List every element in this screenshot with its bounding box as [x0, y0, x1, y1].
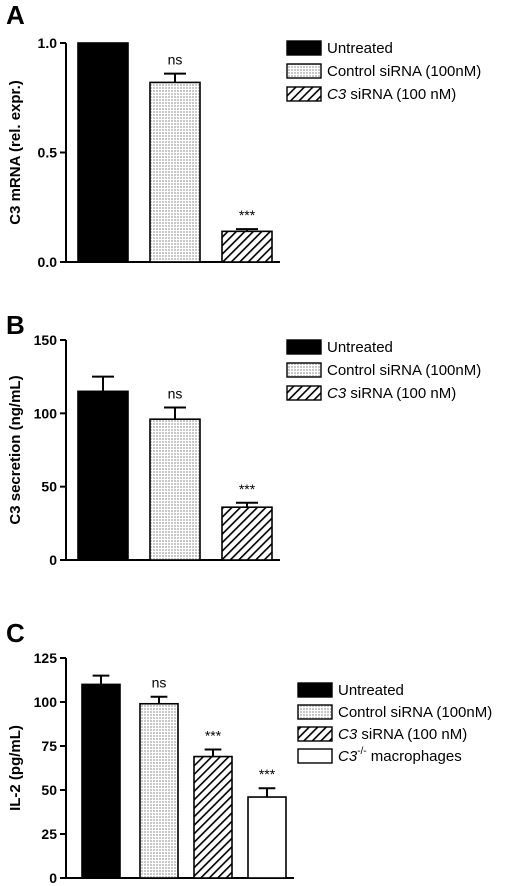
legend-swatch — [297, 748, 333, 764]
significance-label: *** — [205, 728, 222, 744]
panel-letter: C — [6, 618, 25, 648]
legend-label: Untreated — [327, 339, 393, 356]
legend-label: C3 siRNA (100 nM) — [327, 385, 456, 402]
y-tick-label: 0 — [49, 552, 57, 568]
bar — [139, 702, 179, 879]
legend-label: Control siRNA (100nM) — [327, 362, 481, 379]
chart-panel-b: B C3 secretion (ng/mL) 0 50 100 150 ns *** Untre… — [6, 310, 481, 568]
legend-label: Control siRNA (100nM) — [338, 704, 492, 721]
chart-panel-a: A C3 mRNA (rel. expr.) 0.0 0.5 1.0 ns *** Untre… — [6, 0, 481, 270]
legend-swatch — [286, 40, 322, 56]
y-tick-label: 75 — [41, 738, 57, 754]
bar — [193, 755, 233, 879]
legend-swatch — [297, 704, 333, 720]
bar — [81, 683, 121, 879]
legend-label: C3 siRNA (100 nM) — [338, 726, 467, 743]
y-tick-label: 0 — [49, 870, 57, 886]
chart-panel-c: C IL-2 (pg/mL) 0 25 50 75 100 125 ns *** *** Untrea… — [6, 618, 492, 886]
y-tick-label: 100 — [34, 405, 58, 421]
significance-label: ns — [152, 675, 167, 691]
significance-label: *** — [239, 481, 256, 497]
y-tick-label: 125 — [34, 650, 58, 666]
legend-swatch — [297, 682, 333, 698]
y-tick-label: 100 — [34, 694, 58, 710]
legend-swatch — [286, 362, 322, 378]
legend-label: Control siRNA (100nM) — [327, 63, 481, 80]
y-axis-label: C3 mRNA (rel. expr.) — [7, 80, 24, 225]
bar — [247, 796, 287, 879]
legend-swatch — [297, 726, 333, 742]
significance-label: *** — [259, 766, 276, 782]
legend-label: C3-/- macrophages — [338, 746, 462, 765]
legend-label: Untreated — [338, 682, 404, 699]
bar — [149, 81, 201, 263]
legend-swatch — [286, 63, 322, 79]
panel-letter: B — [6, 310, 25, 340]
legend-swatch — [286, 385, 322, 401]
bar — [77, 42, 129, 263]
y-tick-label: 25 — [41, 826, 57, 842]
significance-label: *** — [239, 207, 256, 223]
bar — [221, 506, 273, 561]
bar — [221, 230, 273, 263]
legend-swatch — [286, 339, 322, 355]
y-tick-label: 50 — [41, 479, 57, 495]
bar — [149, 418, 201, 561]
panel-letter: A — [6, 0, 25, 30]
bar — [77, 390, 129, 561]
y-axis-label: IL-2 (pg/mL) — [7, 725, 24, 811]
y-axis-label: C3 secretion (ng/mL) — [7, 375, 24, 524]
y-tick-label: 0.5 — [38, 145, 58, 161]
legend-label: C3 siRNA (100 nM) — [327, 86, 456, 103]
y-tick-label: 1.0 — [38, 35, 58, 51]
legend-swatch — [286, 86, 322, 102]
y-tick-label: 50 — [41, 782, 57, 798]
y-tick-label: 0.0 — [38, 254, 58, 270]
y-tick-label: 150 — [34, 332, 58, 348]
legend-label: Untreated — [327, 40, 393, 57]
significance-label: ns — [168, 52, 183, 68]
significance-label: ns — [168, 385, 183, 401]
